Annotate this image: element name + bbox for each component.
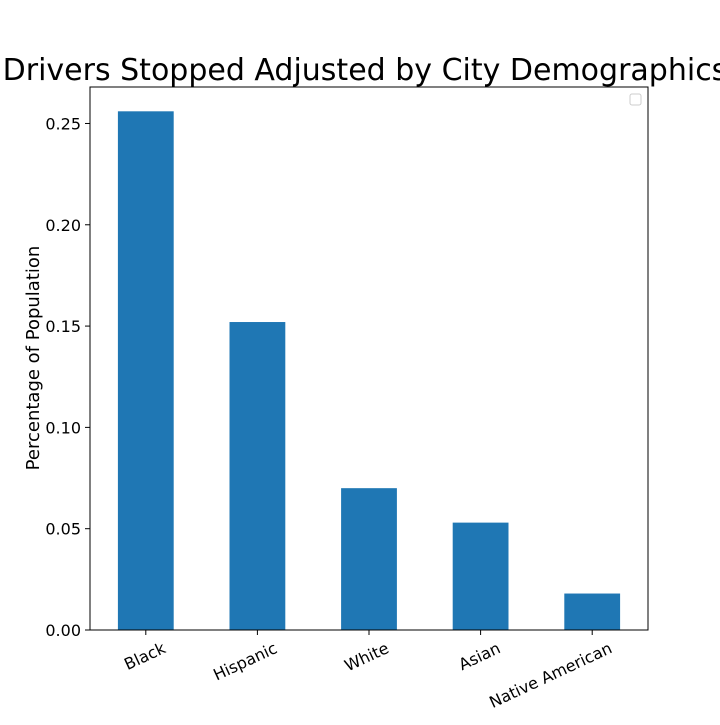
bars-layer <box>117 111 621 630</box>
y-tick-label: 0.05 <box>45 520 81 539</box>
bar-white <box>341 488 397 630</box>
x-tick-label: Asian <box>456 638 504 674</box>
bar-asian <box>452 522 509 630</box>
legend-box <box>629 93 642 106</box>
y-axis: 0.00 0.05 0.10 0.15 0.20 0.25 <box>45 114 90 640</box>
x-tick-label: White <box>341 638 391 675</box>
bar-native-american <box>564 593 621 630</box>
y-tick-label: 0.25 <box>45 114 81 133</box>
chart-title: Drivers Stopped Adjusted by City Demogra… <box>3 53 720 88</box>
y-axis-label: Percentage of Population <box>23 246 44 471</box>
y-tick-label: 0.10 <box>45 418 81 437</box>
y-tick-label: 0.15 <box>45 317 81 336</box>
x-tick-label: Native American <box>486 638 615 711</box>
bar-hispanic <box>229 322 286 630</box>
x-tick-label: Hispanic <box>210 638 280 684</box>
plot-frame <box>89 86 649 631</box>
y-tick-label: 0.20 <box>45 216 81 235</box>
x-tick-label: Black <box>121 638 169 674</box>
y-tick-label: 0.00 <box>45 621 81 640</box>
bar-black <box>117 111 174 630</box>
